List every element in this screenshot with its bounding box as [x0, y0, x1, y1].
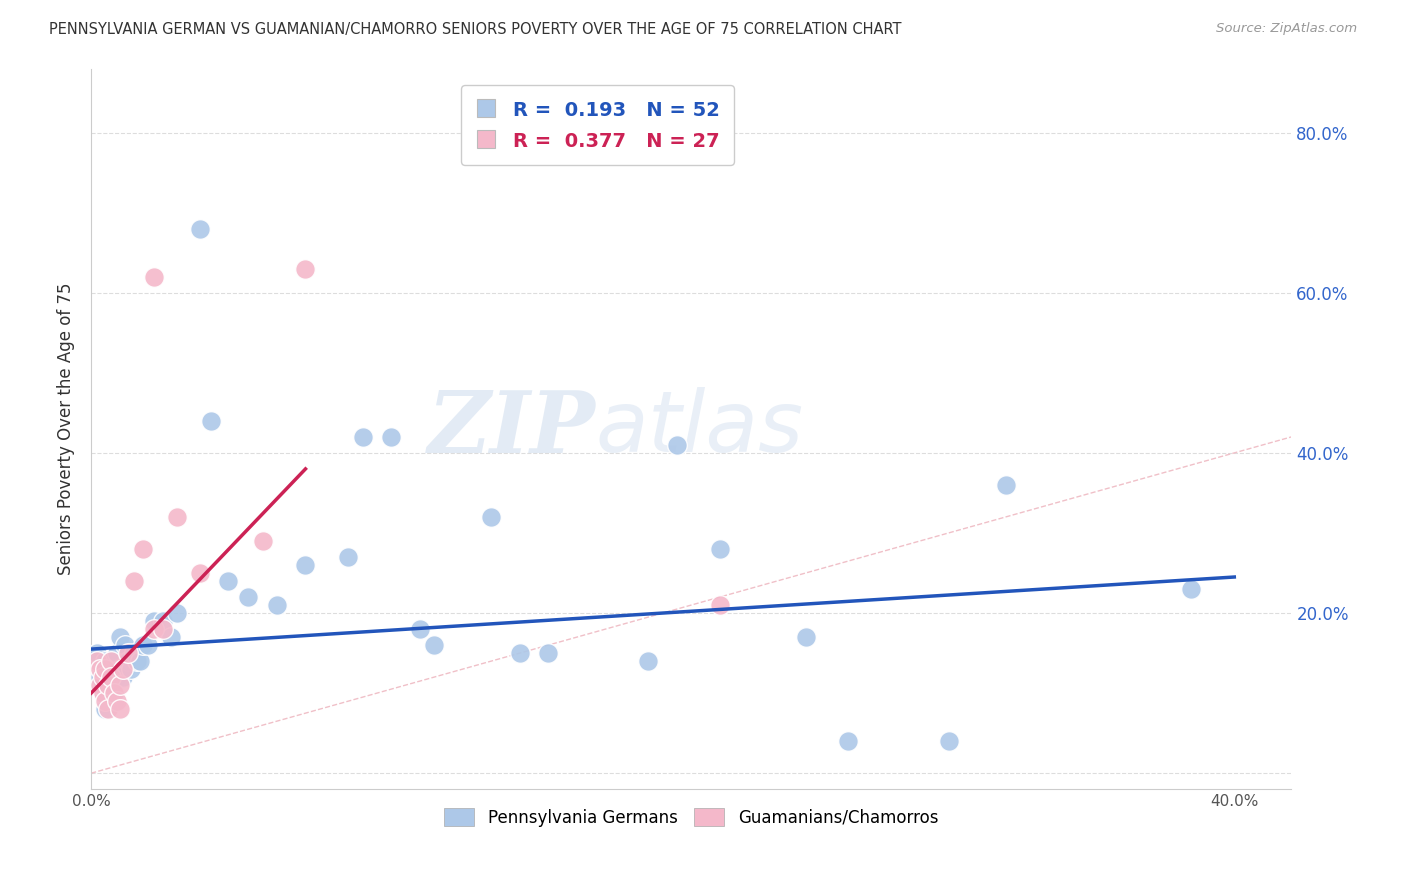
Text: atlas: atlas [595, 387, 803, 470]
Point [100, 678, 122, 692]
Point [709, 541, 731, 556]
Point [152, 622, 174, 636]
Point [89, 662, 111, 676]
Point [100, 654, 122, 668]
Point [103, 686, 125, 700]
Point [103, 662, 125, 676]
Point [266, 598, 288, 612]
Point [409, 622, 432, 636]
Point [111, 662, 134, 676]
Y-axis label: Seniors Poverty Over the Age of 75: Seniors Poverty Over the Age of 75 [58, 283, 75, 575]
Text: ZIP: ZIP [427, 387, 595, 471]
Point [108, 662, 131, 676]
Point [166, 606, 188, 620]
Text: Source: ZipAtlas.com: Source: ZipAtlas.com [1216, 22, 1357, 36]
Point [117, 646, 139, 660]
Point [105, 646, 128, 660]
Point [100, 670, 122, 684]
Point [131, 638, 153, 652]
Point [131, 541, 153, 556]
Point [200, 414, 222, 428]
Point [938, 734, 960, 748]
Point [94, 702, 117, 716]
Point [143, 622, 166, 636]
Point [380, 430, 402, 444]
Point [111, 670, 134, 684]
Point [105, 694, 128, 708]
Point [152, 614, 174, 628]
Point [91, 686, 114, 700]
Point [122, 574, 145, 588]
Point [97, 678, 120, 692]
Point [188, 221, 211, 235]
Point [238, 590, 260, 604]
Point [294, 558, 316, 572]
Point [108, 702, 131, 716]
Point [994, 478, 1017, 492]
Point [136, 638, 159, 652]
Point [166, 510, 188, 524]
Point [86, 654, 108, 668]
Point [125, 654, 148, 668]
Point [128, 654, 150, 668]
Text: PENNSYLVANIA GERMAN VS GUAMANIAN/CHAMORRO SENIORS POVERTY OVER THE AGE OF 75 COR: PENNSYLVANIA GERMAN VS GUAMANIAN/CHAMORR… [49, 22, 901, 37]
Point [837, 734, 859, 748]
Point [666, 438, 689, 452]
Point [114, 662, 136, 676]
Legend: Pennsylvania Germans, Guamanians/Chamorros: Pennsylvania Germans, Guamanians/Chamorr… [436, 800, 946, 835]
Point [794, 630, 817, 644]
Point [117, 654, 139, 668]
Point [637, 654, 659, 668]
Point [252, 533, 274, 548]
Point [91, 686, 114, 700]
Point [97, 662, 120, 676]
Point [122, 646, 145, 660]
Point [94, 694, 117, 708]
Point [709, 598, 731, 612]
Point [97, 686, 120, 700]
Point [91, 670, 114, 684]
Point [143, 269, 166, 284]
Point [479, 510, 502, 524]
Point [97, 702, 120, 716]
Point [108, 678, 131, 692]
Point [352, 430, 374, 444]
Point [423, 638, 446, 652]
Point [105, 670, 128, 684]
Point [94, 662, 117, 676]
Point [89, 678, 111, 692]
Point [188, 566, 211, 580]
Point [103, 694, 125, 708]
Point [509, 646, 531, 660]
Point [86, 646, 108, 660]
Point [100, 654, 122, 668]
Point [1180, 582, 1202, 596]
Point [89, 670, 111, 684]
Point [120, 662, 142, 676]
Point [94, 654, 117, 668]
Point [143, 614, 166, 628]
Point [108, 630, 131, 644]
Point [537, 646, 560, 660]
Point [337, 549, 360, 564]
Point [91, 662, 114, 676]
Point [114, 638, 136, 652]
Point [160, 630, 183, 644]
Point [294, 261, 316, 276]
Point [217, 574, 239, 588]
